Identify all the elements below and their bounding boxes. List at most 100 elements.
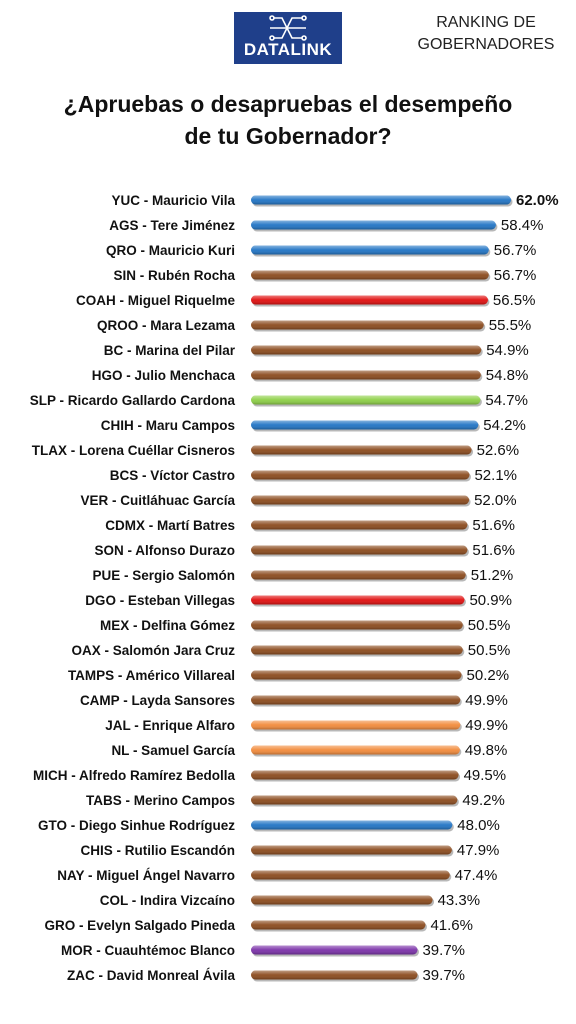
- value-label: 56.5%: [493, 292, 536, 309]
- category-label: NL - Samuel García: [111, 743, 235, 758]
- category-label: SLP - Ricardo Gallardo Cardona: [30, 393, 236, 408]
- bar-gloss: [251, 620, 463, 630]
- category-label: CHIS - Rutilio Escandón: [80, 843, 235, 858]
- chart-title: ¿Apruebas o desapruebas el desempeño de …: [0, 88, 576, 152]
- value-label: 56.7%: [494, 242, 537, 259]
- category-label: NAY - Miguel Ángel Navarro: [57, 868, 235, 883]
- category-label: DGO - Esteban Villegas: [85, 593, 235, 608]
- value-label: 62.0%: [516, 192, 559, 209]
- category-label: GRO - Evelyn Salgado Pineda: [44, 918, 235, 933]
- value-label: 48.0%: [457, 817, 500, 834]
- bar-gloss: [251, 870, 450, 880]
- category-label: AGS - Tere Jiménez: [109, 218, 235, 233]
- bar-gloss: [251, 745, 460, 755]
- bar-gloss: [251, 595, 465, 605]
- category-label: CAMP - Layda Sansores: [80, 693, 235, 708]
- bar-gloss: [251, 845, 452, 855]
- bar-gloss: [251, 920, 426, 930]
- datalink-logo: DATALINK: [234, 12, 342, 64]
- bar-gloss: [251, 820, 453, 830]
- bar-gloss: [251, 670, 462, 680]
- value-label: 50.5%: [468, 642, 511, 659]
- value-label: 39.7%: [422, 967, 465, 984]
- value-label: 49.9%: [465, 692, 508, 709]
- bar-gloss: [251, 545, 468, 555]
- value-label: 47.4%: [455, 867, 498, 884]
- value-label: 49.8%: [465, 742, 508, 759]
- value-label: 51.6%: [472, 542, 515, 559]
- category-label: MOR - Cuauhtémoc Blanco: [61, 943, 235, 958]
- bar-gloss: [251, 770, 459, 780]
- category-label: QROO - Mara Lezama: [97, 318, 236, 333]
- category-label: SON - Alfonso Durazo: [95, 543, 236, 558]
- ranking-line-1: RANKING DE: [436, 14, 536, 31]
- category-label: OAX - Salomón Jara Cruz: [71, 643, 235, 658]
- value-label: 56.7%: [494, 267, 537, 284]
- value-label: 50.9%: [469, 592, 512, 609]
- chart-title-line-1: ¿Apruebas o desapruebas el desempeño: [63, 91, 513, 117]
- category-label: JAL - Enrique Alfaro: [105, 718, 235, 733]
- category-label: COAH - Miguel Riquelme: [76, 293, 235, 308]
- value-label: 49.2%: [462, 792, 505, 809]
- value-label: 50.5%: [468, 617, 511, 634]
- bar-gloss: [251, 570, 466, 580]
- bar-gloss: [251, 795, 458, 805]
- category-label: HGO - Julio Menchaca: [92, 368, 236, 383]
- category-label: TAMPS - Américo Villareal: [68, 668, 235, 683]
- value-label: 54.8%: [486, 367, 529, 384]
- bar-gloss: [251, 495, 470, 505]
- bar-gloss: [251, 970, 418, 980]
- value-label: 52.0%: [474, 492, 517, 509]
- bar-gloss: [251, 720, 461, 730]
- category-label: VER - Cuitláhuac García: [80, 493, 235, 508]
- bar-gloss: [251, 295, 488, 305]
- bar-gloss: [251, 195, 511, 205]
- bar-gloss: [251, 320, 484, 330]
- bar-gloss: [251, 395, 481, 405]
- value-label: 54.9%: [486, 342, 529, 359]
- category-label: YUC - Mauricio Vila: [111, 193, 235, 208]
- value-label: 54.2%: [483, 417, 526, 434]
- bar-gloss: [251, 470, 470, 480]
- category-label: MEX - Delfina Gómez: [100, 618, 235, 633]
- category-label: MICH - Alfredo Ramírez Bedolla: [33, 768, 236, 783]
- category-label: GTO - Diego Sinhue Rodríguez: [38, 818, 235, 833]
- value-label: 49.5%: [464, 767, 507, 784]
- value-label: 58.4%: [501, 217, 544, 234]
- bar-gloss: [251, 445, 472, 455]
- value-label: 51.2%: [471, 567, 514, 584]
- bar-gloss: [251, 245, 489, 255]
- ranking-line-2: GOBERNADORES: [417, 36, 555, 53]
- chart-title-line-2: de tu Gobernador?: [184, 123, 392, 149]
- value-label: 41.6%: [430, 917, 473, 934]
- bar-gloss: [251, 895, 433, 905]
- category-label: QRO - Mauricio Kuri: [106, 243, 235, 258]
- value-label: 47.9%: [457, 842, 500, 859]
- bar-gloss: [251, 220, 496, 230]
- category-label: COL - Indira Vizcaíno: [100, 893, 235, 908]
- value-label: 54.7%: [485, 392, 528, 409]
- value-label: 50.2%: [467, 667, 510, 684]
- ranking-heading: RANKING DE GOBERNADORES: [398, 12, 574, 56]
- value-label: 49.9%: [465, 717, 508, 734]
- value-label: 51.6%: [472, 517, 515, 534]
- bar-gloss: [251, 345, 482, 355]
- category-label: CDMX - Martí Batres: [105, 518, 235, 533]
- bar-gloss: [251, 370, 481, 380]
- bar-gloss: [251, 420, 479, 430]
- bar-gloss: [251, 945, 418, 955]
- bar-gloss: [251, 645, 463, 655]
- bar-gloss: [251, 695, 461, 705]
- bar-gloss: [251, 520, 468, 530]
- category-label: ZAC - David Monreal Ávila: [67, 968, 236, 983]
- brand-name: DATALINK: [243, 40, 333, 59]
- category-label: PUE - Sergio Salomón: [92, 568, 235, 583]
- category-label: SIN - Rubén Rocha: [113, 268, 235, 283]
- value-label: 52.6%: [477, 442, 520, 459]
- value-label: 55.5%: [489, 317, 532, 334]
- value-label: 39.7%: [422, 942, 465, 959]
- value-label: 43.3%: [438, 892, 481, 909]
- category-label: TABS - Merino Campos: [86, 793, 235, 808]
- approval-bar-chart: YUC - Mauricio Vila 62.0% AGS - Tere Jimén…: [30, 192, 559, 984]
- bar-gloss: [251, 270, 489, 280]
